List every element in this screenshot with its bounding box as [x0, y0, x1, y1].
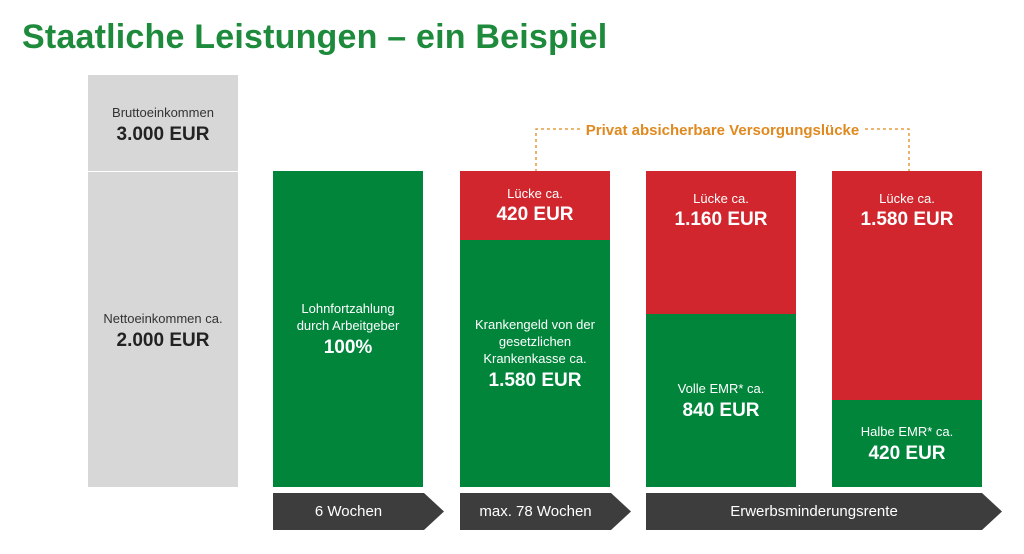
net-income-label: Nettoeinkommen ca. [103, 311, 223, 326]
full-emr-gap-label: Lücke ca. [693, 191, 749, 206]
full-emr-segment: Volle EMR* ca. 840 EUR [646, 314, 796, 487]
timeline-phase-emr: Erwerbsminderungsrente [646, 493, 1002, 530]
sick-pay-line2: gesetzlichen [498, 333, 572, 349]
continued-pay-line2: durch Arbeitgeber [296, 317, 400, 333]
column-full-emr: Lücke ca. 1.160 EUR Volle EMR* ca. 840 E… [646, 171, 796, 487]
half-emr-segment: Halbe EMR* ca. 420 EUR [832, 400, 982, 487]
sick-pay-gap-label: Lücke ca. [507, 186, 563, 201]
half-emr-value: 420 EUR [868, 442, 946, 464]
full-emr-gap-value: 1.160 EUR [674, 209, 768, 230]
net-income-value: 2.000 EUR [116, 330, 210, 351]
full-emr-gap-segment: Lücke ca. 1.160 EUR [646, 171, 796, 314]
continued-pay-segment: Lohnfortzahlung durch Arbeitgeber 100% [273, 171, 423, 487]
continued-pay-value: 100% [323, 336, 373, 358]
half-emr-gap-label: Lücke ca. [879, 191, 935, 206]
column-half-emr: Lücke ca. 1.580 EUR Halbe EMR* ca. 420 E… [832, 171, 982, 487]
gross-income-value: 3.000 EUR [116, 124, 210, 145]
half-emr-gap-segment: Lücke ca. 1.580 EUR [832, 171, 982, 400]
page-title: Staatliche Leistungen – ein Beispiel [22, 18, 608, 56]
sick-pay-gap-segment: Lücke ca. 420 EUR [460, 171, 610, 240]
half-emr-label: Halbe EMR* ca. [860, 423, 954, 439]
timeline-phase-78-weeks-label: max. 78 Wochen [479, 503, 592, 520]
gross-income-box: Bruttoeinkommen 3.000 EUR [88, 75, 238, 171]
half-emr-gap-value: 1.580 EUR [860, 209, 954, 230]
supply-gap-label: Privat absicherbare Versorgungslücke [581, 122, 864, 139]
net-income-box: Nettoeinkommen ca. 2.000 EUR [88, 172, 238, 487]
continued-pay-line1: Lohnfortzahlung [301, 300, 395, 316]
timeline-phase-emr-label: Erwerbsminderungsrente [730, 503, 898, 520]
column-continued-pay: Lohnfortzahlung durch Arbeitgeber 100% [273, 171, 423, 487]
timeline-phase-78-weeks: max. 78 Wochen [460, 493, 631, 530]
sick-pay-line1: Krankengeld von der [475, 316, 595, 332]
sick-pay-value: 1.580 EUR [488, 369, 582, 391]
supply-gap-label-wrap: Privat absicherbare Versorgungslücke [535, 122, 910, 140]
full-emr-label: Volle EMR* ca. [677, 380, 765, 396]
sick-pay-gap-value: 420 EUR [496, 204, 574, 225]
full-emr-value: 840 EUR [682, 399, 760, 421]
sick-pay-line3: Krankenkasse ca. [483, 350, 587, 366]
timeline-phase-6-weeks: 6 Wochen [273, 493, 444, 530]
timeline-phase-6-weeks-label: 6 Wochen [314, 503, 383, 520]
gross-income-label: Bruttoeinkommen [112, 105, 214, 120]
column-sick-pay: Lücke ca. 420 EUR Krankengeld von der ge… [460, 171, 610, 487]
sick-pay-segment: Krankengeld von der gesetzlichen Kranken… [460, 240, 610, 487]
